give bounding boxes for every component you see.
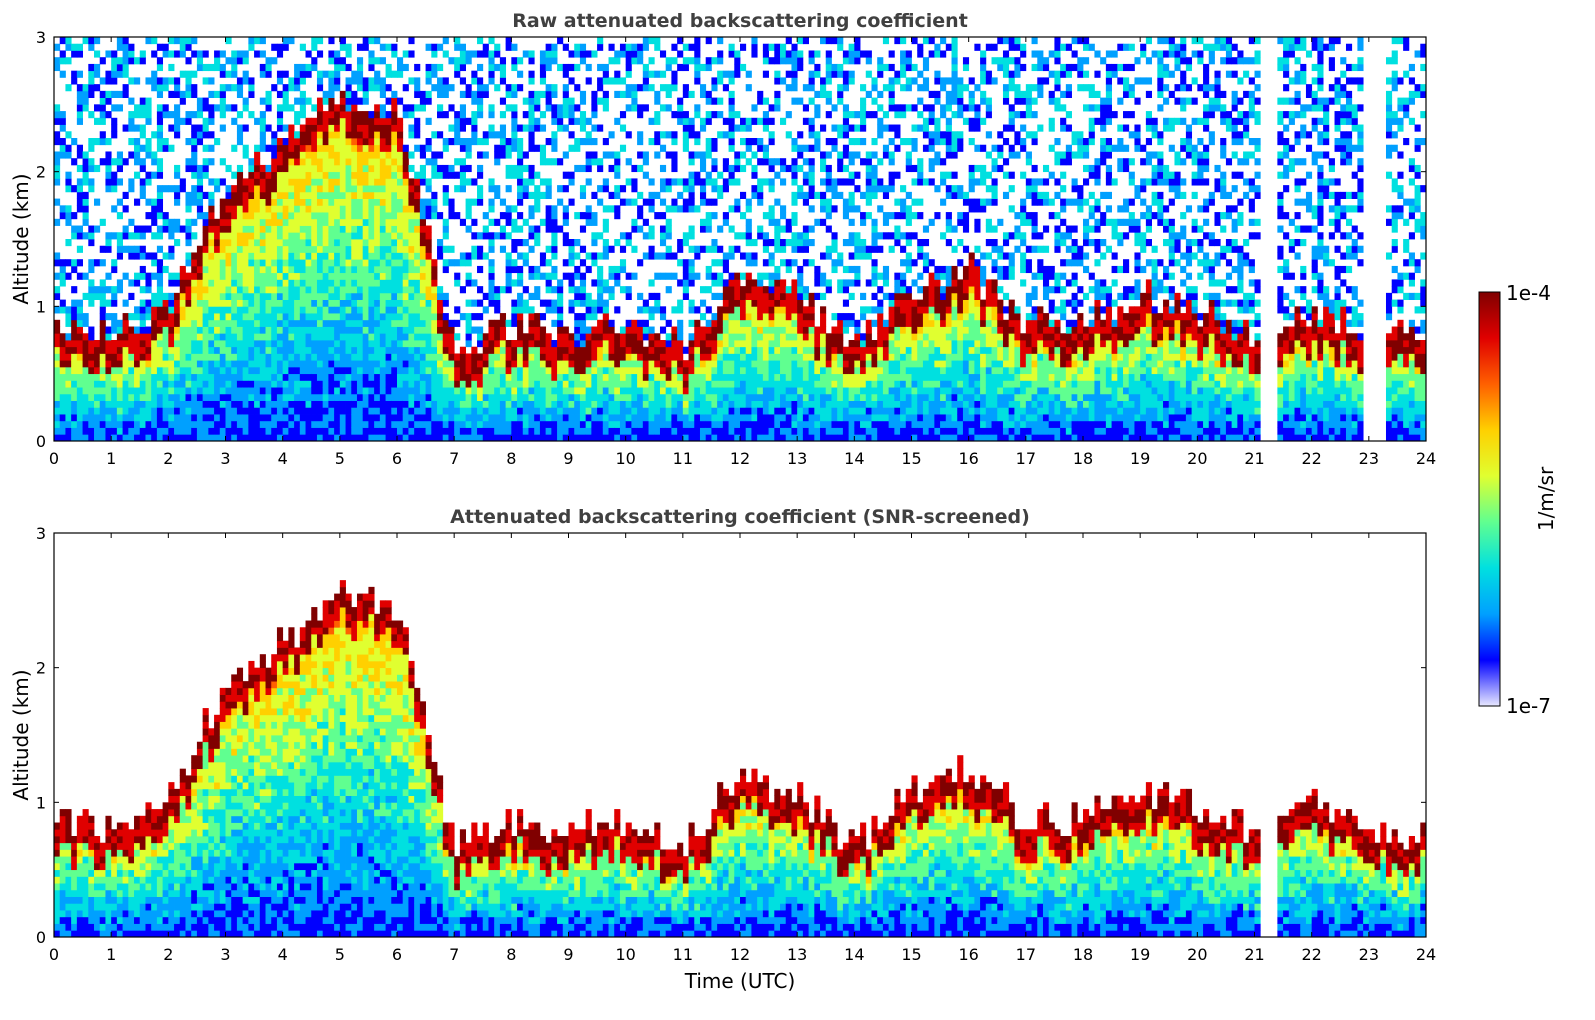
x-tick-label: 10	[615, 449, 635, 468]
x-tick-label: 7	[449, 449, 459, 468]
x-tick-label: 20	[1187, 945, 1207, 964]
panel-screened-x-ticks: 0 1 2 3 4 5 6 7 8 9 10 11 12 13 14 15 16 17 18 19 20 21 22 23 24	[49, 533, 1436, 964]
x-tick-label: 1	[106, 449, 116, 468]
x-tick-label: 0	[49, 945, 59, 964]
x-tick-label: 10	[615, 945, 635, 964]
x-tick-label: 17	[1016, 449, 1036, 468]
x-tick-label: 15	[901, 945, 921, 964]
panel-screened-xlabel: Time (UTC)	[684, 969, 796, 993]
x-tick-label: 1	[106, 945, 116, 964]
panel-raw-title: Raw attenuated backscattering coefficien…	[512, 10, 968, 32]
x-tick-label: 2	[163, 945, 173, 964]
y-tick-label: 0	[36, 928, 46, 947]
y-tick-label: 1	[36, 297, 46, 316]
y-tick-label: 3	[36, 28, 46, 47]
x-tick-label: 9	[563, 449, 573, 468]
panel-raw-y-ticks: 0 1 2 3	[36, 28, 1426, 451]
x-tick-label: 11	[673, 449, 693, 468]
x-tick-label: 24	[1416, 945, 1436, 964]
panel-raw-ylabel: Altitude (km)	[9, 173, 33, 304]
y-tick-label: 1	[36, 793, 46, 812]
x-tick-label: 11	[673, 945, 693, 964]
x-tick-label: 16	[958, 945, 978, 964]
x-tick-label: 4	[278, 449, 288, 468]
x-tick-label: 23	[1359, 449, 1379, 468]
x-tick-label: 15	[901, 449, 921, 468]
panel-screened-y-ticks: 0 1 2 3	[36, 524, 1426, 947]
panel-screened-title: Attenuated backscattering coefficient (S…	[450, 506, 1030, 528]
x-tick-label: 0	[49, 449, 59, 468]
x-tick-label: 19	[1130, 945, 1150, 964]
x-tick-label: 21	[1244, 945, 1264, 964]
x-tick-label: 12	[730, 945, 750, 964]
colorbar-unit-label: 1/m/sr	[1534, 466, 1558, 531]
x-tick-label: 9	[563, 945, 573, 964]
x-tick-label: 17	[1016, 945, 1036, 964]
x-tick-label: 18	[1073, 449, 1093, 468]
x-tick-label: 3	[220, 449, 230, 468]
x-tick-label: 14	[844, 449, 864, 468]
panel-raw: Raw attenuated backscattering coefficien…	[9, 10, 1436, 468]
colorbar: 1e-4 1e-7 1/m/sr	[1478, 281, 1558, 718]
x-tick-label: 14	[844, 945, 864, 964]
panel-raw-x-ticks: 0 1 2 3 4 5 6 7 8 9 10 11 12 13 14 15 16 17 18 19 20 21 22 23 24	[49, 37, 1436, 468]
x-tick-label: 18	[1073, 945, 1093, 964]
x-tick-label: 19	[1130, 449, 1150, 468]
x-tick-label: 8	[506, 449, 516, 468]
x-tick-label: 6	[392, 945, 402, 964]
x-tick-label: 5	[335, 449, 345, 468]
panel-screened-ylabel: Altitude (km)	[9, 669, 33, 800]
x-tick-label: 2	[163, 449, 173, 468]
x-tick-label: 22	[1301, 945, 1321, 964]
x-tick-label: 3	[220, 945, 230, 964]
y-tick-label: 3	[36, 524, 46, 543]
x-tick-label: 5	[335, 945, 345, 964]
x-tick-label: 4	[278, 945, 288, 964]
x-tick-label: 12	[730, 449, 750, 468]
y-tick-label: 2	[36, 659, 46, 678]
panel-screened: Attenuated backscattering coefficient (S…	[9, 506, 1436, 993]
x-tick-label: 7	[449, 945, 459, 964]
panel-screened-heatmap	[54, 580, 1427, 938]
x-tick-label: 16	[958, 449, 978, 468]
x-tick-label: 13	[787, 449, 807, 468]
x-tick-label: 8	[506, 945, 516, 964]
colorbar-scale	[1478, 291, 1501, 707]
x-tick-label: 20	[1187, 449, 1207, 468]
x-tick-label: 6	[392, 449, 402, 468]
x-tick-label: 21	[1244, 449, 1264, 468]
x-tick-label: 23	[1359, 945, 1379, 964]
panel-raw-heatmap	[54, 37, 1427, 442]
y-tick-label: 0	[36, 432, 46, 451]
x-tick-label: 24	[1416, 449, 1436, 468]
x-tick-label: 13	[787, 945, 807, 964]
colorbar-min-label: 1e-7	[1506, 694, 1551, 718]
y-tick-label: 2	[36, 163, 46, 182]
x-tick-label: 22	[1301, 449, 1321, 468]
colorbar-max-label: 1e-4	[1506, 281, 1551, 305]
